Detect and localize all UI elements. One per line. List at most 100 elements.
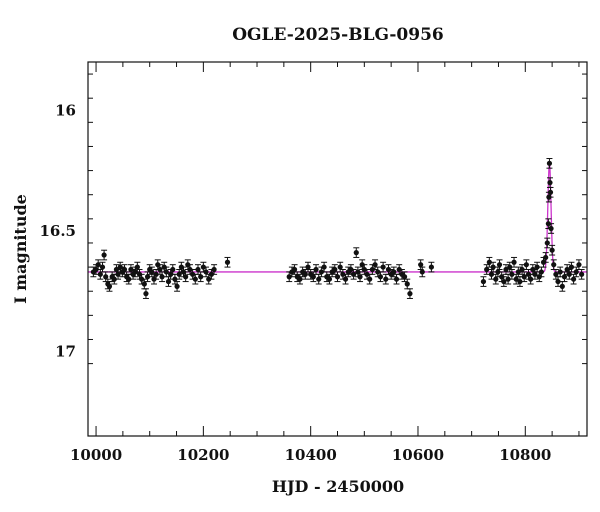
x-tick-label: 10800 (499, 446, 551, 464)
data-marker (419, 269, 425, 275)
data-marker (418, 262, 424, 268)
data-marker (513, 276, 519, 282)
data-point (547, 186, 554, 198)
data-marker (490, 264, 496, 270)
data-marker (519, 266, 525, 273)
data-point (406, 288, 413, 299)
data-marker (157, 266, 163, 273)
data-marker (321, 264, 327, 270)
data-marker (195, 266, 201, 273)
data-point (101, 249, 108, 261)
data-marker (337, 264, 343, 270)
data-marker (211, 266, 217, 273)
data-marker (507, 264, 513, 270)
data-point (549, 244, 556, 256)
data-marker (332, 266, 338, 273)
x-tick-label: 10200 (177, 446, 229, 464)
data-point (419, 266, 426, 278)
data-point (573, 266, 580, 278)
data-marker (334, 274, 341, 280)
data-marker (511, 259, 517, 265)
data-marker (380, 264, 386, 270)
data-marker (570, 276, 577, 282)
data-point (566, 269, 573, 280)
data-point (500, 276, 507, 287)
data-marker (523, 262, 529, 268)
data-marker (401, 274, 408, 280)
data-point (523, 259, 530, 271)
x-tick-label: 10000 (70, 446, 122, 464)
data-marker (546, 160, 553, 166)
data-marker (383, 276, 389, 282)
data-marker (141, 281, 147, 287)
data-marker (496, 262, 503, 268)
data-marker (163, 269, 169, 275)
x-axis: 10000 10200 10400 10600 10800 (70, 62, 580, 464)
data-marker (486, 259, 492, 265)
data-point (428, 261, 435, 273)
data-marker (568, 264, 575, 270)
data-point (337, 261, 344, 273)
data-point (357, 271, 364, 283)
data-marker (528, 276, 534, 282)
data-point (174, 281, 181, 292)
chart-title: OGLE-2025-BLG-0956 (232, 25, 444, 45)
data-marker (302, 271, 308, 277)
data-marker (501, 278, 507, 285)
data-point (516, 276, 523, 287)
y-axis-label: I magnitude (11, 194, 30, 304)
x-tick-label: 10400 (285, 446, 337, 464)
y-tick-label: 16 (55, 101, 76, 119)
data-marker (170, 266, 176, 273)
x-tick-label: 10600 (392, 446, 444, 464)
data-marker (99, 264, 106, 270)
data-marker (372, 262, 378, 268)
data-marker (549, 247, 555, 253)
data-marker (573, 269, 579, 275)
data-point (568, 261, 575, 273)
data-marker (407, 291, 413, 297)
data-marker (115, 271, 121, 277)
data-point (546, 158, 553, 169)
data-point (315, 273, 322, 285)
data-marker (97, 271, 103, 277)
x-axis-label: HJD - 2450000 (272, 477, 404, 496)
data-point (102, 271, 109, 283)
data-point (194, 264, 201, 275)
data-marker (313, 266, 319, 273)
data-marker (532, 271, 538, 277)
data-marker (159, 274, 165, 280)
data-marker (517, 278, 523, 285)
data-marker (515, 269, 521, 275)
data-point (224, 256, 231, 268)
data-point (326, 273, 333, 285)
data-point (550, 259, 557, 271)
data-point (542, 252, 549, 263)
data-point (334, 271, 341, 283)
data-point (165, 276, 172, 287)
data-marker (183, 274, 189, 280)
data-point (490, 261, 497, 273)
data-marker (326, 276, 333, 282)
data-marker (316, 276, 322, 282)
data-point (486, 256, 493, 268)
data-marker (555, 278, 561, 285)
data-marker (480, 278, 487, 285)
data-marker (393, 276, 400, 282)
data-marker (126, 276, 132, 282)
data-marker (111, 276, 117, 282)
data-marker (553, 271, 559, 277)
data-marker (297, 276, 303, 282)
data-marker (561, 274, 568, 280)
data-point (377, 271, 384, 283)
data-point (492, 273, 499, 285)
data-marker (548, 225, 554, 232)
data-point (544, 237, 551, 249)
data-point (180, 266, 187, 278)
data-marker (357, 274, 363, 280)
data-point (380, 261, 387, 273)
data-marker (391, 269, 397, 275)
data-marker (488, 271, 495, 277)
data-point (480, 276, 487, 287)
